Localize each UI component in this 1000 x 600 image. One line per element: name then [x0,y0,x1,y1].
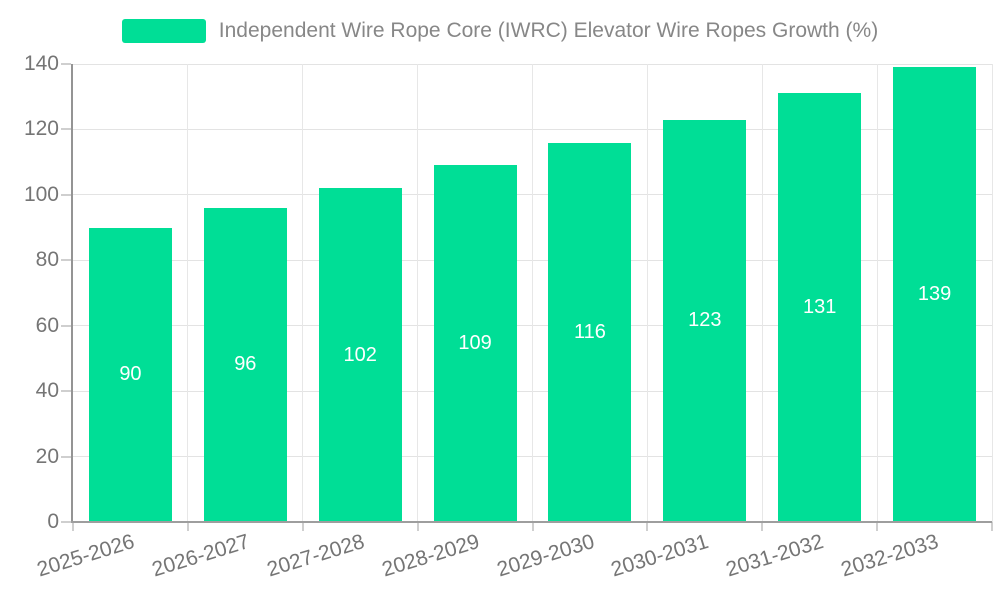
y-tick-label: 80 [35,248,59,272]
x-tick-label: 2028-2029 [379,530,482,582]
y-axis-tick [61,193,71,196]
bar-value-label: 139 [917,283,952,306]
bar[interactable]: 96 [203,207,287,522]
x-axis-tick [761,522,764,531]
y-axis-tick [61,259,71,262]
legend-label: Independent Wire Rope Core (IWRC) Elevat… [218,19,879,42]
y-axis-tick [61,521,71,523]
y-tick-label: 20 [35,444,59,468]
bar[interactable]: 131 [778,93,862,522]
x-axis-tick [416,522,419,531]
plot-area: 0 20 40 60 80 100 120 140 90 96 102 109 116 123 131 139… [24,52,993,581]
x-axis-line [71,521,992,523]
bar-value-label: 116 [573,320,606,343]
x-tick-label: 2030-2031 [608,530,712,582]
bar-value-label: 109 [458,332,492,355]
x-tick-label: 2031-2032 [723,530,827,582]
gridline-vertical [761,64,763,522]
y-axis-tick [61,455,71,458]
legend-swatch-icon [121,19,206,43]
legend: Independent Wire Rope Core (IWRC) Elevat… [0,19,1000,43]
bar[interactable]: 139 [893,67,977,522]
x-tick-label: 2027-2028 [264,530,367,582]
bar[interactable]: 109 [433,165,517,522]
bar-value-label: 123 [688,309,722,332]
x-axis-tick [991,522,993,531]
x-axis-tick [186,522,189,531]
y-tick-label: 0 [47,510,59,533]
y-axis-tick [61,390,71,393]
y-axis-tick [61,128,71,131]
x-axis-tick [646,522,649,531]
bar[interactable]: 90 [88,227,172,522]
gridline-vertical [646,64,648,522]
gridline-vertical [187,64,189,522]
gridline-vertical [417,64,419,522]
x-axis-tick [876,522,879,531]
y-tick-label: 120 [23,117,59,141]
bar-value-label: 90 [119,363,142,386]
bar[interactable]: 123 [663,119,747,522]
legend-item[interactable]: Independent Wire Rope Core (IWRC) Elevat… [121,19,879,43]
x-tick-label: 2032-2033 [838,530,942,582]
gridline-vertical [991,64,993,522]
x-axis-tick [531,522,534,531]
y-tick-label: 40 [35,379,59,403]
y-axis-line [71,64,73,522]
bar-value-label: 131 [803,296,837,319]
gridline-vertical [302,64,304,522]
bar-value-label: 102 [343,343,377,366]
bar[interactable]: 116 [548,142,632,522]
bar-value-label: 96 [234,353,257,376]
y-tick-label: 140 [23,52,59,75]
x-axis-tick [72,522,74,531]
gridline-vertical [532,64,533,522]
x-tick-label: 2026-2027 [149,530,253,582]
x-axis-tick [301,522,304,531]
y-axis-tick [61,63,71,65]
x-tick-label: 2025-2026 [34,530,138,582]
y-tick-label: 100 [23,182,59,206]
gridline-vertical [876,64,878,522]
bar[interactable]: 102 [318,188,402,522]
x-tick-label: 2029-2030 [493,530,597,582]
y-axis-tick [61,324,71,327]
y-tick-label: 60 [35,313,59,337]
